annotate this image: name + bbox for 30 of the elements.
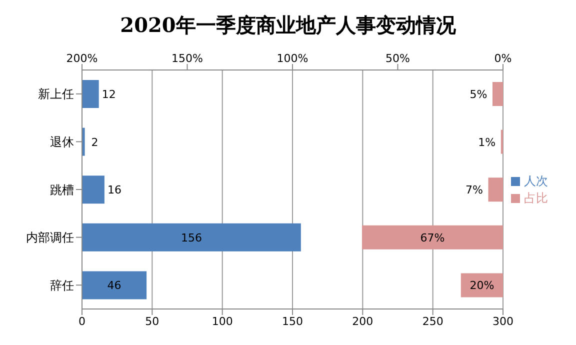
y-tick-label: 新上任 bbox=[38, 87, 74, 102]
x-tick-label: 250 bbox=[422, 314, 444, 328]
data-label: 2 bbox=[91, 136, 98, 149]
x-tick-label: 100 bbox=[212, 314, 233, 328]
x2-tick-label: 100% bbox=[276, 52, 308, 65]
x-tick-label: 50 bbox=[145, 314, 160, 328]
y-tick-label: 辞任 bbox=[50, 278, 74, 292]
x2-tick-label: 200% bbox=[66, 52, 98, 65]
x-tick-label: 150 bbox=[282, 314, 303, 328]
x-tick-label: 200 bbox=[352, 314, 374, 328]
y-tick-label: 退休 bbox=[50, 134, 74, 149]
data-label: 156 bbox=[180, 231, 202, 244]
x-tick-label: 300 bbox=[492, 314, 514, 328]
data-label: 12 bbox=[102, 88, 116, 101]
x2-tick-label: 50% bbox=[386, 52, 410, 65]
data-label: 7% bbox=[466, 184, 483, 197]
chart-title: 2020年一季度商业地产人事变动情况 bbox=[119, 12, 457, 39]
data-label: 16 bbox=[107, 184, 122, 197]
x2-tick-label: 0% bbox=[494, 52, 512, 65]
x-tick-label: 0 bbox=[78, 314, 86, 328]
data-label: 1% bbox=[478, 136, 496, 149]
data-label: 46 bbox=[107, 279, 122, 292]
legend-label: 人次 bbox=[524, 174, 548, 188]
y-tick-label: 内部调任 bbox=[26, 230, 74, 245]
x2-tick-label: 150% bbox=[172, 52, 203, 65]
data-label: 20% bbox=[470, 279, 494, 292]
y-tick-label: 跳槽 bbox=[50, 182, 74, 197]
legend-label: 占比 bbox=[524, 190, 548, 204]
data-label: 5% bbox=[470, 88, 488, 101]
data-label: 67% bbox=[420, 231, 445, 244]
